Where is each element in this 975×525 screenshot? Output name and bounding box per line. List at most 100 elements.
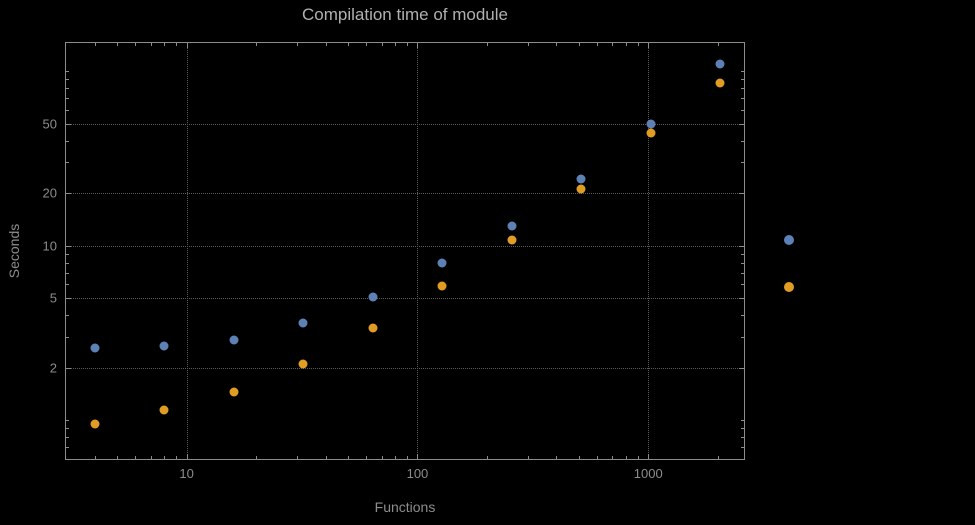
x-tick-mark (186, 43, 188, 48)
x-tick-mark (366, 456, 368, 459)
y-tick-mark (66, 193, 71, 195)
y-tick-mark (739, 367, 744, 369)
y-tick-mark (66, 284, 69, 286)
x-tick-mark (527, 456, 529, 459)
y-tick-mark (66, 272, 69, 274)
x-tick-mark (186, 454, 188, 459)
data-point-series-1-blue (90, 343, 100, 353)
y-tick-mark (741, 140, 744, 142)
y-tick-mark (741, 272, 744, 274)
x-tick-mark (417, 454, 419, 459)
x-tick-mark (256, 456, 258, 459)
y-tick-mark (739, 193, 744, 195)
y-tick-label: 10 (42, 238, 57, 254)
y-tick-mark (66, 88, 69, 90)
y-tick-mark (741, 447, 744, 449)
data-point-series-2-orange (715, 78, 725, 88)
y-tick-mark (66, 123, 71, 125)
y-tick-mark (741, 420, 744, 422)
x-tick-mark (117, 43, 119, 46)
data-point-series-2-orange (576, 184, 586, 194)
data-point-series-2-orange (437, 281, 447, 291)
data-point-series-1-blue (437, 258, 447, 268)
y-tick-mark (66, 315, 69, 317)
y-tick-mark (741, 336, 744, 338)
x-tick-mark (648, 43, 650, 48)
y-tick-mark (66, 140, 69, 142)
y-tick-mark (66, 420, 69, 422)
y-tick-mark (741, 253, 744, 255)
y-tick-label: 20 (42, 185, 57, 201)
y-tick-mark (741, 162, 744, 164)
x-tick-mark (347, 456, 349, 459)
x-tick-mark (406, 456, 408, 459)
x-tick-mark (556, 456, 558, 459)
x-tick-mark (395, 43, 397, 46)
x-tick-mark (527, 43, 529, 46)
data-point-series-2-orange (229, 387, 239, 397)
x-tick-mark (578, 456, 580, 459)
x-tick-mark (637, 43, 639, 46)
x-tick-mark (717, 43, 719, 46)
y-tick-mark (66, 336, 69, 338)
y-tick-mark (741, 459, 744, 460)
y-tick-mark (741, 262, 744, 264)
x-tick-mark (578, 43, 580, 46)
data-point-series-2-orange (646, 128, 656, 138)
x-tick-mark (717, 456, 719, 459)
x-tick-mark (625, 456, 627, 459)
x-tick-mark (94, 456, 96, 459)
y-tick-mark (66, 71, 69, 73)
x-tick-mark (417, 43, 419, 48)
y-tick-mark (66, 245, 71, 247)
y-gridline (66, 367, 744, 369)
data-point-series-1-blue (298, 318, 308, 328)
x-tick-mark (176, 456, 178, 459)
x-gridline (186, 43, 188, 459)
x-axis-label: Functions (374, 499, 436, 515)
x-gridline (648, 43, 650, 459)
x-tick-mark (648, 454, 650, 459)
x-tick-mark (612, 456, 614, 459)
y-tick-mark (741, 315, 744, 317)
x-tick-mark (406, 43, 408, 46)
y-tick-mark (66, 162, 69, 164)
x-tick-mark (296, 43, 298, 46)
y-tick-mark (741, 284, 744, 286)
x-tick-mark (556, 43, 558, 46)
y-tick-mark (66, 262, 69, 264)
x-tick-mark (395, 456, 397, 459)
y-tick-mark (66, 98, 69, 100)
y-tick-mark (66, 298, 71, 300)
y-tick-mark (66, 428, 69, 430)
y-tick-mark (741, 109, 744, 111)
x-tick-mark (296, 456, 298, 459)
y-gridline (66, 123, 744, 125)
x-tick-mark (486, 456, 488, 459)
x-tick-mark (164, 456, 166, 459)
y-tick-mark (66, 367, 71, 369)
x-tick-mark (150, 43, 152, 46)
y-tick-mark (739, 298, 744, 300)
y-tick-mark (741, 88, 744, 90)
chart-title: Compilation time of module (302, 5, 508, 24)
x-tick-label: 100 (406, 466, 429, 481)
data-point-series-2-orange (368, 323, 378, 332)
x-tick-label: 10 (179, 466, 194, 481)
y-tick-mark (741, 71, 744, 73)
x-tick-mark (612, 43, 614, 46)
data-point-series-1-blue (507, 221, 517, 231)
y-tick-mark (66, 459, 69, 460)
y-tick-mark (741, 428, 744, 430)
x-tick-mark (637, 456, 639, 459)
x-tick-mark (381, 43, 383, 46)
x-tick-mark (325, 43, 327, 46)
x-tick-mark (150, 456, 152, 459)
x-tick-mark (366, 43, 368, 46)
data-point-series-2-orange (90, 419, 100, 429)
x-tick-mark (597, 43, 599, 46)
data-point-series-1-blue (368, 292, 378, 302)
data-point-series-2-orange (159, 405, 169, 415)
x-tick-mark (94, 43, 96, 46)
